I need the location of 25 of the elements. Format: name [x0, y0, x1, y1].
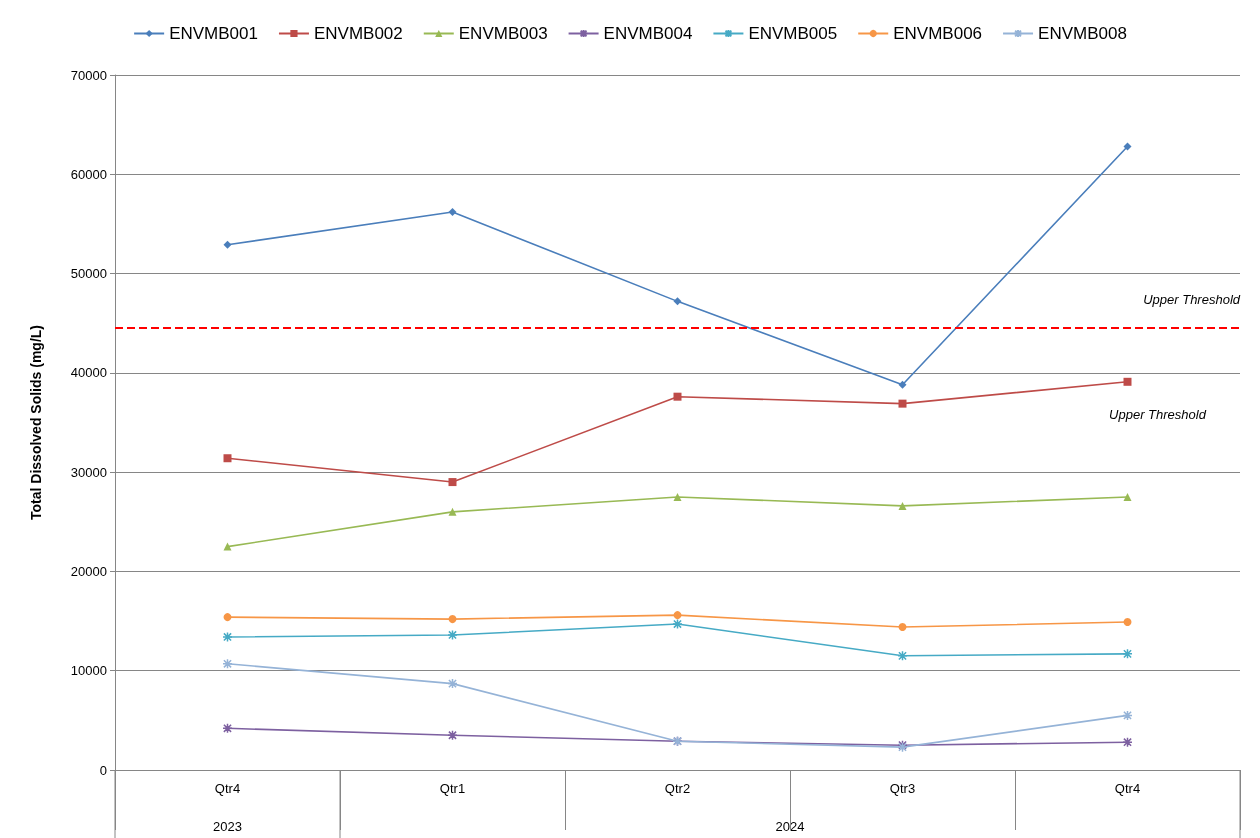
text: 2023 [213, 819, 242, 834]
y-tick-label: 70000 [70, 67, 107, 83]
legend-label: ENVMB006 [893, 24, 983, 43]
x-tick-label: Qtr4 [1114, 781, 1141, 796]
legend-label: ENVMB001 [169, 24, 258, 43]
y-axis-title: Total Dissolved Solids (mg/L) [28, 325, 44, 520]
legend-label: ENVMB008 [1038, 24, 1127, 43]
legend-label: ENVMB002 [313, 24, 403, 43]
y-tick-label: 60000 [70, 166, 107, 182]
x-tick-label: Qtr2 [664, 781, 691, 796]
ref-line-label: Upper Threshold [1143, 292, 1241, 308]
x-tick-label: Qtr1 [439, 781, 466, 796]
legend-label: ENVMB005 [748, 24, 838, 43]
y-tick-label: 30000 [70, 464, 107, 480]
legend-label: ENVMB003 [458, 24, 548, 43]
annotation: Upper Threshold [1109, 406, 1207, 422]
text: 2024 [775, 819, 805, 834]
legend-label: ENVMB004 [603, 24, 693, 43]
x-tick-label: Qtr4 [214, 781, 241, 796]
y-tick-label: 40000 [70, 365, 107, 381]
y-tick-label: 10000 [70, 663, 107, 679]
y-tick-label: 20000 [70, 563, 107, 579]
y-tick-label: 0 [99, 762, 107, 778]
y-tick-label: 50000 [70, 266, 107, 282]
x-tick-label: Qtr3 [889, 781, 916, 796]
